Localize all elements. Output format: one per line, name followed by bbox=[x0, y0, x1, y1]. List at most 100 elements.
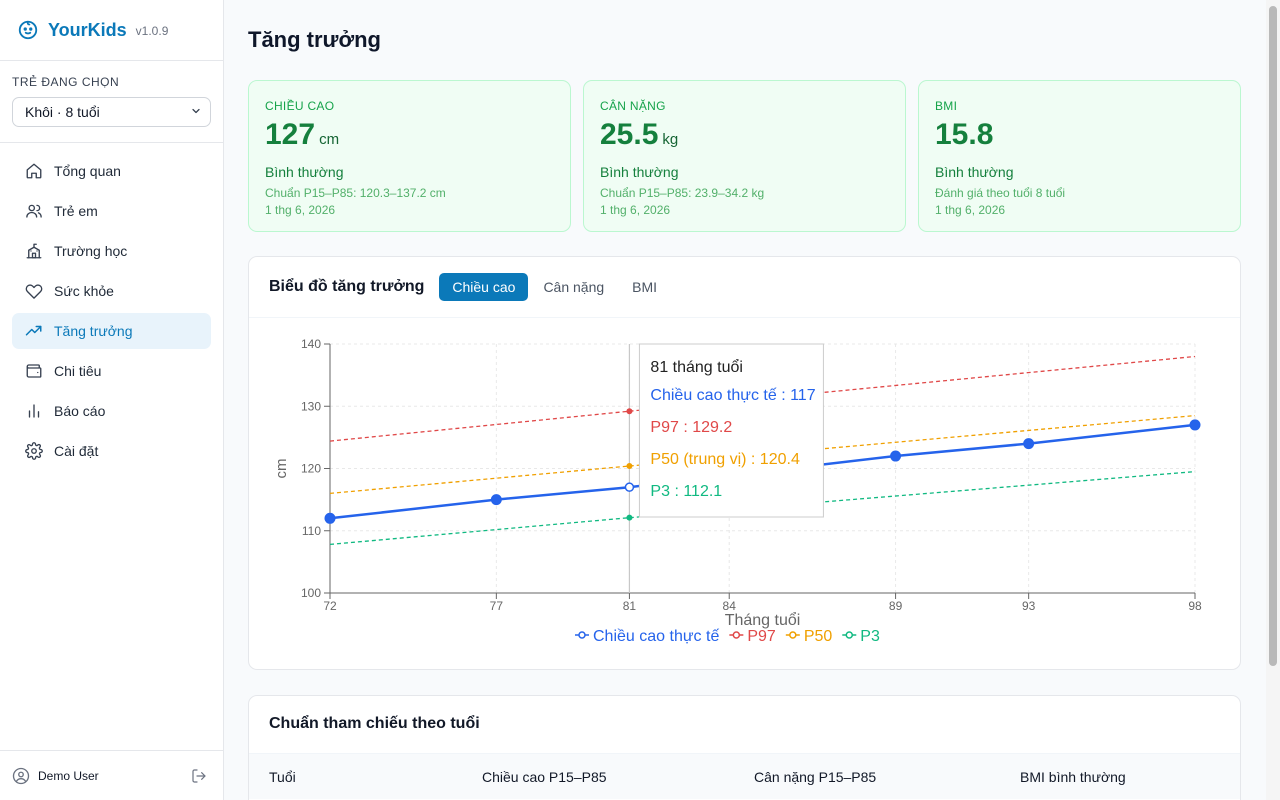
sidebar-item-children[interactable]: Trẻ em bbox=[12, 193, 211, 229]
col-header-bmi: BMI bình thường bbox=[1020, 768, 1126, 785]
sidebar-nav: Tổng quan Trẻ em Trường học Sức khỏe Tăn… bbox=[0, 143, 223, 483]
reference-title: Chuẩn tham chiếu theo tuổi bbox=[269, 715, 480, 732]
sidebar-item-label: Cài đặt bbox=[54, 443, 99, 459]
child-select[interactable]: Khôi · 8 tuổi bbox=[12, 97, 211, 127]
stat-card-weight: Cân nặng 25.5 kg Bình thường Chuẩn P15–P8… bbox=[583, 80, 906, 232]
tooltip-box bbox=[638, 343, 824, 518]
stat-title: Chiều cao bbox=[265, 99, 335, 113]
series-p97-line bbox=[329, 355, 1196, 442]
y-tick-label: 120 bbox=[301, 462, 321, 476]
growth-chart-card: Biểu đồ tăng trưởng Chiều cao Cân nặng B… bbox=[248, 256, 1241, 670]
stat-status: Bình thường bbox=[935, 164, 1014, 180]
series-actual-point bbox=[890, 450, 902, 462]
legend-marker-dot bbox=[789, 631, 797, 639]
tooltip-line: Chiều cao thực tế : 117 bbox=[650, 387, 815, 404]
legend-marker-dot bbox=[845, 631, 854, 639]
stat-value-row: 15.8 bbox=[935, 118, 1224, 157]
scrollbar-thumb[interactable] bbox=[1269, 6, 1277, 666]
legend-label: Chiều cao thực tế bbox=[593, 628, 719, 645]
series-actual-active-dot bbox=[624, 482, 635, 492]
tooltip-line: P3 : 112.1 bbox=[650, 483, 722, 500]
y-tick-label: 100 bbox=[301, 586, 321, 600]
series-actual-point bbox=[490, 494, 502, 506]
user-circle-icon bbox=[12, 767, 30, 785]
sidebar-item-label: Trường học bbox=[54, 243, 128, 259]
gear-icon bbox=[24, 441, 44, 461]
school-icon bbox=[24, 241, 44, 261]
reference-table-header: Tuổi Chiều cao P15–P85 Cân nặng P15–P85 … bbox=[249, 753, 1240, 799]
stat-card-bmi: BMI 15.8 Bình thường Đánh giá theo tuổi … bbox=[918, 80, 1241, 232]
sidebar-item-label: Tăng trưởng bbox=[54, 323, 133, 339]
stat-value: 15.8 bbox=[935, 118, 994, 151]
y-tick-label: 140 bbox=[301, 337, 321, 351]
heart-icon bbox=[24, 281, 44, 301]
chart-card-title: Biểu đồ tăng trưởng bbox=[269, 278, 425, 295]
stat-reference: Chuẩn P15–P85: 23.9–34.2 kg bbox=[600, 186, 765, 200]
tab-bmi[interactable]: BMI bbox=[632, 279, 658, 295]
col-header-age: Tuổi bbox=[269, 768, 296, 785]
tooltip-title: 81 tháng tuổi bbox=[650, 358, 743, 376]
col-header-height: Chiều cao P15–P85 bbox=[482, 768, 607, 785]
main-content: Tăng trưởng Chiều cao 127 cm Bình thường … bbox=[224, 0, 1266, 800]
stat-unit: cm bbox=[319, 131, 340, 148]
series-actual-point bbox=[1023, 438, 1035, 450]
series-actual-point bbox=[1189, 419, 1201, 431]
sidebar-item-school[interactable]: Trường học bbox=[12, 233, 211, 269]
child-selector-label: Trẻ đang chọn bbox=[12, 75, 120, 89]
app-version: v1.0.9 bbox=[135, 24, 169, 38]
sidebar: YourKids v1.0.9 Trẻ đang chọn Khôi · 8 t… bbox=[0, 0, 224, 800]
page-title: Tăng trưởng bbox=[248, 27, 381, 52]
stat-value: 127 bbox=[265, 118, 316, 151]
stat-value-row: 25.5 kg bbox=[600, 118, 889, 157]
stat-unit: kg bbox=[662, 131, 679, 148]
x-tick-label: 98 bbox=[1188, 599, 1202, 613]
brand: YourKids v1.0.9 bbox=[0, 0, 223, 61]
y-tick-label: 130 bbox=[301, 399, 321, 413]
sidebar-item-label: Chi tiêu bbox=[54, 363, 102, 379]
user-name: Demo User bbox=[38, 768, 99, 783]
series-p97-active-dot bbox=[626, 408, 633, 415]
x-tick-label: 93 bbox=[1022, 599, 1036, 613]
x-axis-label: Tháng tuổi bbox=[725, 611, 801, 629]
series-actual-point bbox=[324, 512, 336, 524]
reference-card: Chuẩn tham chiếu theo tuổi Tuổi Chiều ca… bbox=[248, 695, 1241, 800]
stat-value: 25.5 bbox=[600, 118, 659, 151]
app-name: YourKids bbox=[48, 19, 127, 40]
chevron-down-icon bbox=[190, 104, 202, 120]
legend-label: P97 bbox=[747, 628, 776, 645]
logout-icon[interactable] bbox=[191, 768, 207, 784]
x-tick-label: 89 bbox=[889, 599, 903, 613]
baby-face-icon bbox=[16, 18, 40, 42]
sidebar-item-growth[interactable]: Tăng trưởng bbox=[12, 313, 211, 349]
chart-header: Biểu đồ tăng trưởng Chiều cao Cân nặng B… bbox=[249, 257, 1240, 318]
tooltip-line: P50 (trung vị) : 120.4 bbox=[650, 451, 800, 468]
y-tick-label: 110 bbox=[302, 524, 321, 538]
trending-up-icon bbox=[24, 321, 44, 341]
stat-title: BMI bbox=[935, 99, 958, 113]
series-p3-line bbox=[329, 470, 1196, 546]
sidebar-item-settings[interactable]: Cài đặt bbox=[12, 433, 211, 469]
stat-reference: Đánh giá theo tuổi 8 tuổi bbox=[935, 186, 1066, 200]
sidebar-item-health[interactable]: Sức khỏe bbox=[12, 273, 211, 309]
tab-height[interactable]: Chiều cao bbox=[439, 273, 529, 301]
child-selector-section: Trẻ đang chọn Khôi · 8 tuổi bbox=[0, 61, 223, 143]
stat-status: Bình thường bbox=[265, 164, 344, 180]
stat-date: 1 thg 6, 2026 bbox=[265, 203, 336, 217]
users-icon bbox=[24, 201, 44, 221]
page-scrollbar[interactable] bbox=[1266, 0, 1280, 800]
stat-reference: Chuẩn P15–P85: 120.3–137.2 cm bbox=[265, 186, 446, 200]
bar-chart-icon bbox=[24, 401, 44, 421]
series-p50-line bbox=[329, 414, 1196, 495]
wallet-icon bbox=[24, 361, 44, 381]
sidebar-item-expenses[interactable]: Chi tiêu bbox=[12, 353, 211, 389]
x-tick-label: 81 bbox=[623, 599, 637, 613]
series-p50-active-dot bbox=[626, 463, 633, 470]
sidebar-item-overview[interactable]: Tổng quan bbox=[12, 153, 211, 189]
growth-chart[interactable]: 100 110 120 130 140 72 77 81 84 89 93 98 Tháng tuổi c… bbox=[249, 319, 1240, 669]
sidebar-item-reports[interactable]: Báo cáo bbox=[12, 393, 211, 429]
legend-label: P50 bbox=[804, 628, 833, 645]
stat-date: 1 thg 6, 2026 bbox=[600, 203, 671, 217]
x-tick-label: 84 bbox=[723, 599, 737, 613]
tab-weight[interactable]: Cân nặng bbox=[543, 279, 605, 295]
series-p3-active-dot bbox=[626, 514, 633, 521]
